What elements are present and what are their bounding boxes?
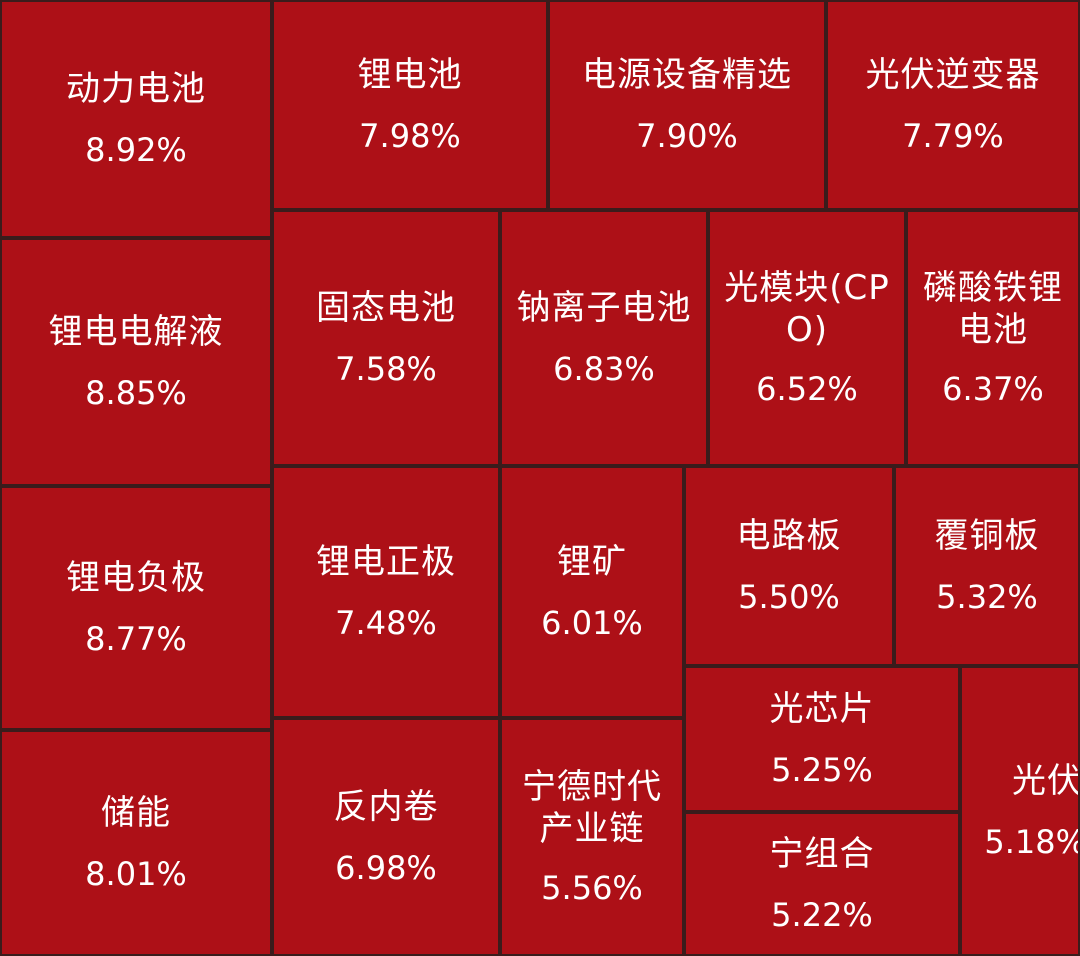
tile-value: 6.52% — [756, 370, 858, 408]
tile-value: 8.85% — [85, 374, 187, 412]
treemap-tile[interactable]: 电路板 5.50% — [684, 466, 894, 666]
treemap-tile[interactable]: 反内卷 6.98% — [272, 718, 500, 956]
treemap-tile[interactable]: 锂电负极 8.77% — [0, 486, 272, 730]
treemap-tile[interactable]: 光模块(CP O) 6.52% — [708, 210, 906, 466]
tile-label: 储能 — [101, 793, 171, 833]
tile-value: 6.98% — [335, 849, 437, 887]
treemap-tile[interactable]: 钠离子电池 6.83% — [500, 210, 708, 466]
tile-label: 磷酸铁锂 电池 — [923, 268, 1063, 350]
treemap-tile[interactable]: 电源设备精选 7.90% — [548, 0, 826, 210]
tile-label: 锂矿 — [557, 542, 627, 582]
tile-value: 8.92% — [85, 131, 187, 169]
tile-label: 动力电池 — [66, 69, 206, 109]
treemap-tile[interactable]: 锂矿 6.01% — [500, 466, 684, 718]
treemap-tile[interactable]: 覆铜板 5.32% — [894, 466, 1080, 666]
tile-value: 7.98% — [359, 117, 461, 155]
tile-value: 6.83% — [553, 350, 655, 388]
tile-label: 锂电正极 — [316, 542, 456, 582]
tile-label: 光伏 — [1012, 761, 1080, 801]
treemap-tile[interactable]: 光伏逆变器 7.79% — [826, 0, 1080, 210]
treemap-tile[interactable]: 光芯片 5.25% — [684, 666, 960, 812]
treemap-tile[interactable]: 磷酸铁锂 电池 6.37% — [906, 210, 1080, 466]
tile-label: 光模块(CP O) — [724, 268, 890, 350]
tile-value: 5.56% — [541, 869, 643, 907]
treemap-tile[interactable]: 锂电电解液 8.85% — [0, 238, 272, 486]
tile-value: 5.50% — [738, 578, 840, 616]
tile-label: 固态电池 — [316, 288, 456, 328]
tile-label: 宁德时代 产业链 — [522, 767, 662, 849]
tile-value: 8.77% — [85, 620, 187, 658]
tile-value: 7.90% — [636, 117, 738, 155]
tile-label: 锂电电解液 — [48, 312, 224, 352]
treemap-tile[interactable]: 锂电池 7.98% — [272, 0, 548, 210]
treemap-tile[interactable]: 锂电正极 7.48% — [272, 466, 500, 718]
tile-value: 8.01% — [85, 855, 187, 893]
tile-label: 光芯片 — [769, 689, 875, 729]
tile-value: 5.22% — [771, 896, 873, 934]
tile-label: 钠离子电池 — [516, 288, 692, 328]
tile-value: 5.25% — [771, 751, 873, 789]
tile-value: 5.18% — [984, 823, 1080, 861]
tile-label: 锂电池 — [357, 55, 463, 95]
tile-value: 5.32% — [936, 578, 1038, 616]
tile-value: 6.37% — [942, 370, 1044, 408]
tile-value: 7.48% — [335, 604, 437, 642]
tile-label: 电路板 — [736, 516, 842, 556]
tile-value: 7.58% — [335, 350, 437, 388]
treemap-tile[interactable]: 储能 8.01% — [0, 730, 272, 956]
treemap-tile[interactable]: 固态电池 7.58% — [272, 210, 500, 466]
treemap-tile[interactable]: 动力电池 8.92% — [0, 0, 272, 238]
tile-label: 锂电负极 — [66, 558, 206, 598]
treemap-tile[interactable]: 光伏 5.18% — [960, 666, 1080, 956]
tile-value: 7.79% — [902, 117, 1004, 155]
tile-label: 光伏逆变器 — [865, 55, 1041, 95]
tile-value: 6.01% — [541, 604, 643, 642]
tile-label: 宁组合 — [769, 834, 875, 874]
treemap-tile[interactable]: 宁组合 5.22% — [684, 812, 960, 956]
tile-label: 电源设备精选 — [582, 55, 792, 95]
tile-label: 反内卷 — [333, 787, 439, 827]
treemap-tile[interactable]: 宁德时代 产业链 5.56% — [500, 718, 684, 956]
tile-label: 覆铜板 — [934, 516, 1040, 556]
